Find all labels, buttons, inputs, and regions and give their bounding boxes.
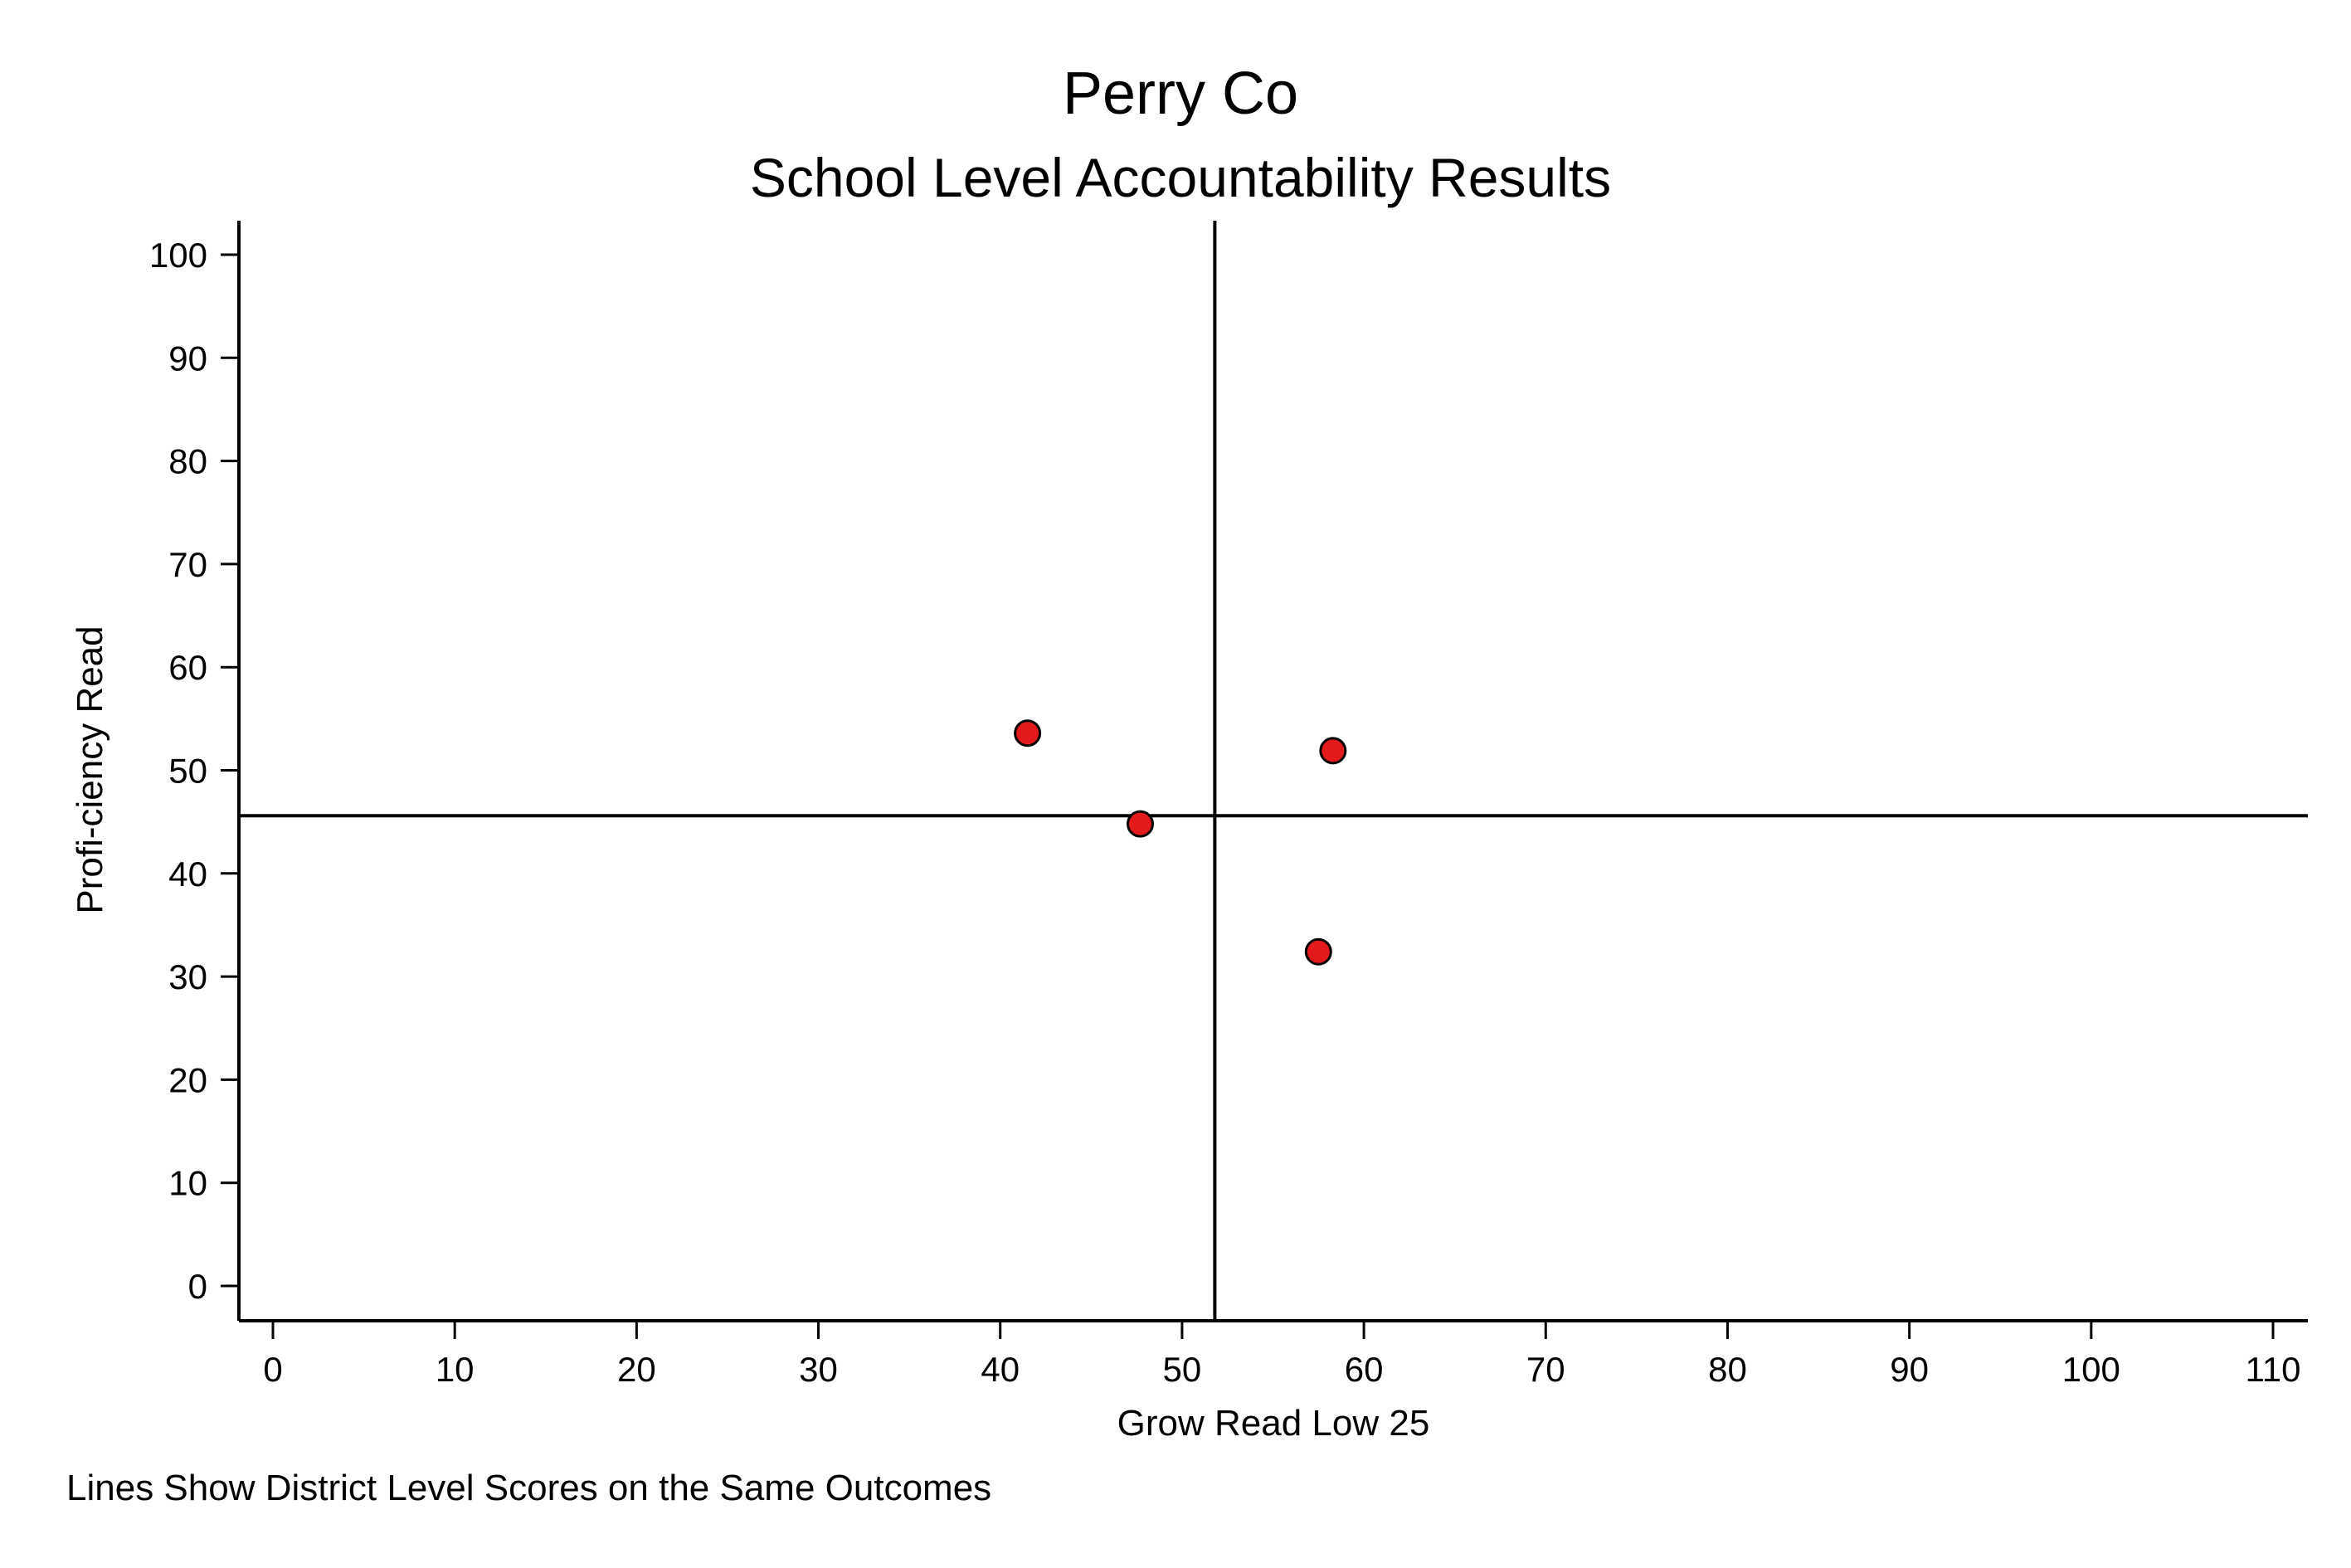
y-axis-label: Profi-ciency Read — [70, 626, 110, 913]
x-tick-label: 50 — [1163, 1350, 1202, 1389]
y-tick-label: 20 — [168, 1060, 207, 1099]
x-tick-label: 90 — [1890, 1350, 1929, 1389]
x-tick-label: 20 — [617, 1350, 656, 1389]
y-tick-label: 10 — [168, 1164, 207, 1203]
y-tick-label: 40 — [168, 855, 207, 894]
data-point — [1304, 937, 1332, 966]
data-point — [1126, 810, 1154, 838]
y-tick-label: 50 — [168, 752, 207, 791]
y-tick-label: 60 — [168, 648, 207, 687]
y-tick-label: 30 — [168, 957, 207, 996]
x-tick-label: 0 — [263, 1350, 282, 1389]
x-tick-label: 10 — [436, 1350, 475, 1389]
plot-area: 0 10 20 30 40 50 60 70 80 90 100 0 10 20 30 40 50 60 70 80 9… — [149, 221, 2308, 1389]
data-point — [1319, 737, 1347, 765]
x-tick-label: 100 — [2062, 1350, 2120, 1389]
x-axis-label: Grow Read Low 25 — [1117, 1403, 1430, 1444]
x-tick-label: 30 — [799, 1350, 838, 1389]
chart-title: Perry Co — [1063, 61, 1298, 127]
chart-subtitle: School Level Accountability Results — [750, 147, 1611, 208]
x-tick-label: 80 — [1708, 1350, 1747, 1389]
data-point — [1014, 719, 1042, 747]
x-tick-label: 70 — [1526, 1350, 1565, 1389]
y-tick-label: 100 — [149, 236, 207, 275]
y-tick-label: 70 — [168, 545, 207, 584]
y-tick-label: 0 — [188, 1267, 207, 1306]
y-tick-label: 90 — [168, 338, 207, 377]
x-tick-label: 110 — [2246, 1350, 2301, 1389]
chart-note: Lines Show District Level Scores on the … — [66, 1468, 991, 1508]
x-tick-label: 40 — [981, 1350, 1020, 1389]
x-tick-label: 60 — [1345, 1350, 1384, 1389]
y-tick-label: 80 — [168, 442, 207, 481]
